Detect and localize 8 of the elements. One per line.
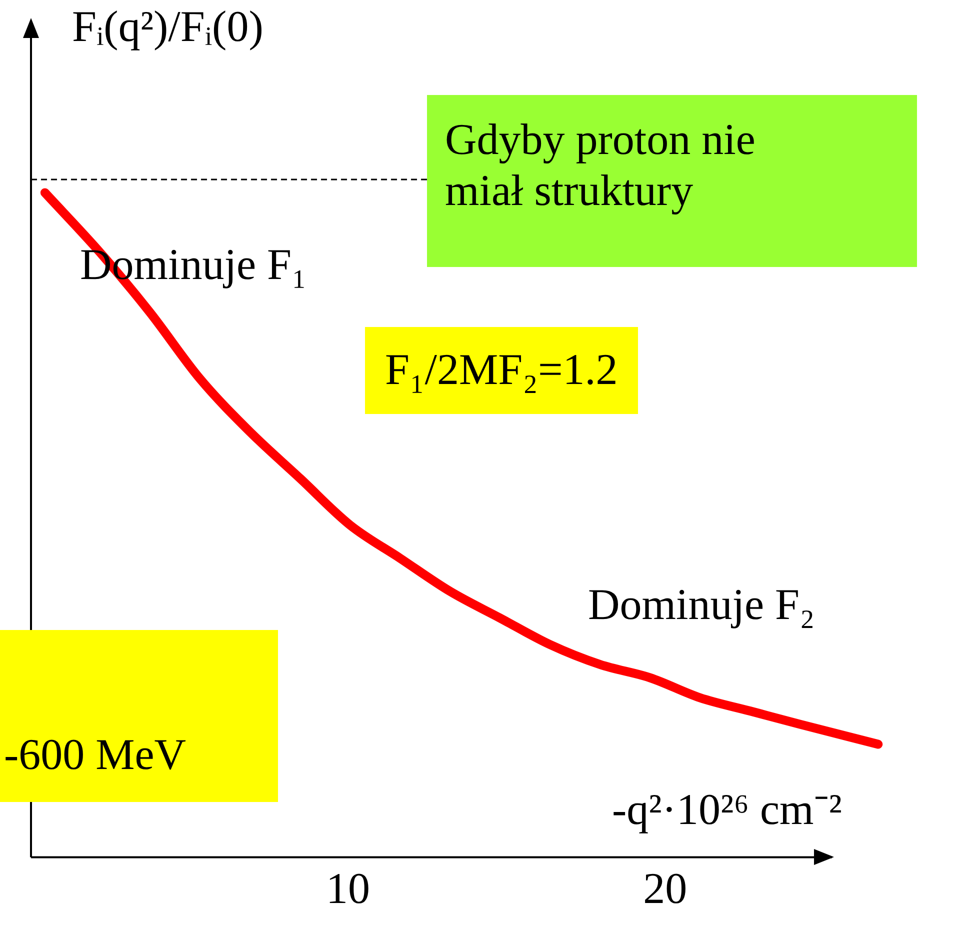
x-tick-label: 20 xyxy=(643,864,688,914)
annotation: Dominuje F₂ xyxy=(588,580,815,631)
y-axis-title: Fᵢ(q²)/Fᵢ(0) xyxy=(72,2,264,53)
note-box: Gdyby proton nie miał struktury xyxy=(427,95,917,267)
note-box: F₁/2MF₂=1.2 xyxy=(365,327,638,414)
note-box: -600 MeV xyxy=(0,630,278,802)
x-tick-label: 10 xyxy=(326,864,370,914)
x-axis-title: -q²·10²⁶ cm⁻² xyxy=(612,785,842,836)
